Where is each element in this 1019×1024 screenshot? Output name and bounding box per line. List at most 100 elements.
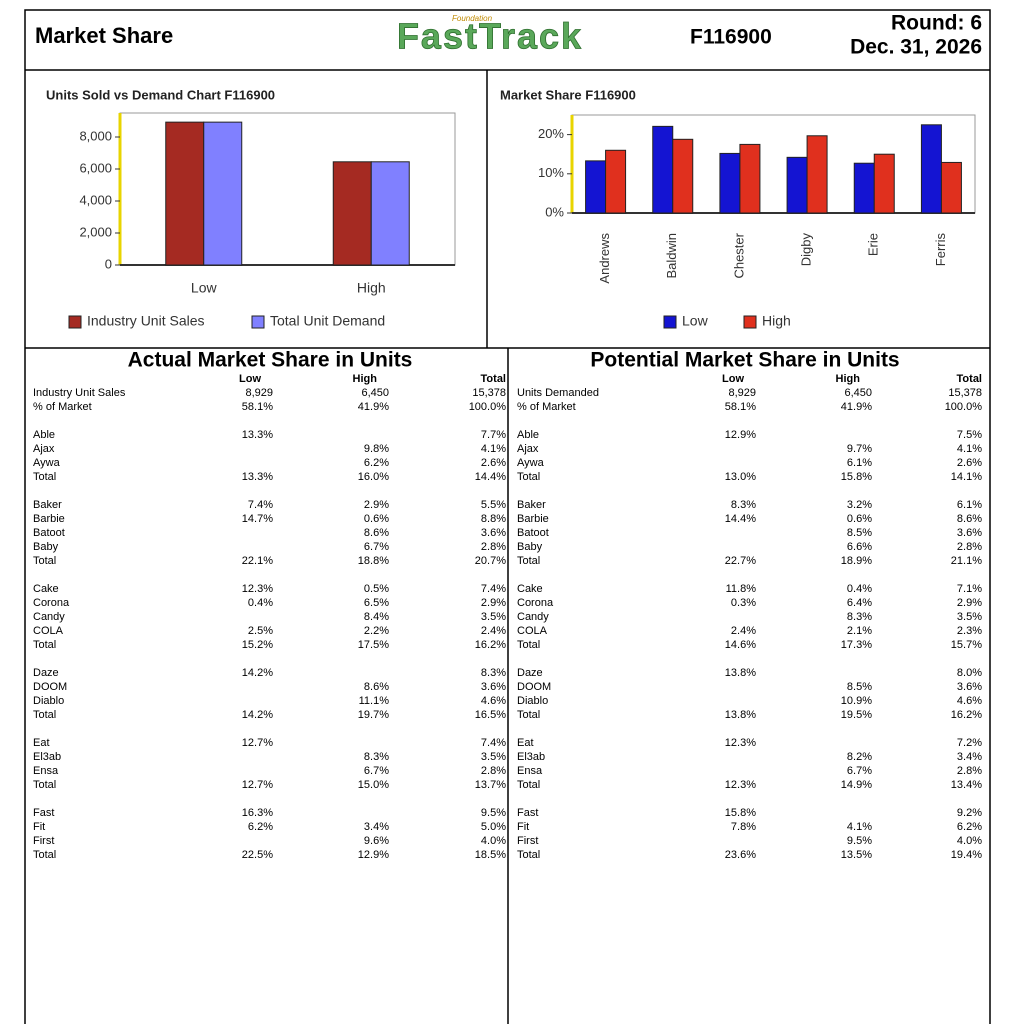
row-label: Total: [33, 709, 56, 721]
cell: 6.2%: [957, 821, 982, 833]
cell: 8,929: [245, 387, 273, 399]
row-label: COLA: [33, 625, 64, 637]
bar: [370, 161, 410, 266]
row-label: Baker: [517, 499, 546, 511]
row-label: Diablo: [517, 695, 548, 707]
cell: 6.1%: [957, 499, 982, 511]
cell: 15.2%: [242, 639, 273, 651]
cell: 8.2%: [847, 751, 872, 763]
cell: 3.4%: [957, 751, 982, 763]
cell: 2.8%: [481, 765, 506, 777]
cell: 5.0%: [481, 821, 506, 833]
cell: 8.5%: [847, 681, 872, 693]
cell: 17.5%: [358, 639, 389, 651]
cell: 7.4%: [481, 583, 506, 595]
row-label: Diablo: [33, 695, 64, 707]
cell: 13.4%: [951, 779, 982, 791]
column-header: High: [836, 373, 861, 385]
row-label: Baby: [517, 541, 543, 553]
x-tick-label: Digby: [799, 233, 814, 267]
y-tick-label: 0%: [545, 204, 564, 219]
cell: 3.2%: [847, 499, 872, 511]
column-header: Total: [957, 373, 982, 385]
cell: 16.0%: [358, 471, 389, 483]
row-label: Aywa: [517, 457, 545, 469]
column-header: High: [353, 373, 378, 385]
cell: 9.5%: [481, 807, 506, 819]
bar: [605, 149, 627, 214]
legend-swatch: [251, 315, 265, 329]
cell: 15.7%: [951, 639, 982, 651]
cell: 58.1%: [242, 401, 273, 413]
cell: 8.6%: [364, 681, 389, 693]
cell: 3.5%: [481, 611, 506, 623]
row-label: Total: [517, 709, 540, 721]
row-label: Cake: [33, 583, 59, 595]
row-label: El3ab: [517, 751, 545, 763]
row-label: COLA: [517, 625, 548, 637]
bar: [719, 152, 741, 214]
row-label: Baker: [33, 499, 62, 511]
cell: 10.9%: [841, 695, 872, 707]
cell: 6.4%: [847, 597, 872, 609]
cell: 8.6%: [364, 527, 389, 539]
bar: [739, 143, 761, 214]
cell: 15,378: [472, 387, 506, 399]
row-label: Daze: [33, 667, 59, 679]
cell: 8.5%: [847, 527, 872, 539]
cell: 41.9%: [358, 401, 389, 413]
bar: [203, 121, 243, 266]
bar: [332, 161, 372, 266]
cell: 2.6%: [957, 457, 982, 469]
cell: 8.3%: [481, 667, 506, 679]
row-label: Total: [517, 471, 540, 483]
cell: 0.5%: [364, 583, 389, 595]
page-border: [24, 9, 991, 1024]
row-label: Fast: [517, 807, 538, 819]
cell: 22.7%: [725, 555, 756, 567]
cell: 4.0%: [481, 835, 506, 847]
column-header: Low: [722, 373, 744, 385]
round: Round: 6: [891, 12, 982, 35]
cell: 3.6%: [957, 527, 982, 539]
cell: 13.0%: [725, 471, 756, 483]
cell: 2.5%: [248, 625, 273, 637]
legend-label: Industry Unit Sales: [87, 313, 205, 329]
cell: 15,378: [948, 387, 982, 399]
row-label: Corona: [517, 597, 554, 609]
cell: 9.6%: [364, 835, 389, 847]
row-label: Batoot: [33, 527, 65, 539]
cell: 12.3%: [725, 737, 756, 749]
cell: 6.1%: [847, 457, 872, 469]
row-label: Total: [33, 639, 56, 651]
bar: [920, 124, 942, 214]
row-label: % of Market: [517, 401, 576, 413]
cell: 6,450: [361, 387, 389, 399]
row-label: Able: [33, 429, 55, 441]
cell: 5.5%: [481, 499, 506, 511]
bar: [652, 125, 674, 214]
cell: 6.2%: [364, 457, 389, 469]
row-label: Total: [33, 471, 56, 483]
cell: 13.5%: [841, 849, 872, 861]
cell: 19.7%: [358, 709, 389, 721]
x-tick-label: Baldwin: [664, 233, 679, 279]
y-tick-label: 0: [105, 256, 112, 271]
date: Dec. 31, 2026: [850, 36, 982, 59]
cell: 3.6%: [481, 681, 506, 693]
cell: 2.9%: [364, 499, 389, 511]
row-label: Fit: [33, 821, 45, 833]
cell: 7.1%: [957, 583, 982, 595]
cell: 12.9%: [358, 849, 389, 861]
legend-label: Low: [682, 313, 709, 329]
cell: 8.6%: [957, 513, 982, 525]
cell: 21.1%: [951, 555, 982, 567]
cell: 3.4%: [364, 821, 389, 833]
cell: 4.1%: [847, 821, 872, 833]
chart-title: Market Share F116900: [500, 87, 636, 102]
cell: 2.4%: [731, 625, 756, 637]
cell: 17.3%: [841, 639, 872, 651]
cell: 18.9%: [841, 555, 872, 567]
x-tick-label: Chester: [731, 232, 746, 278]
